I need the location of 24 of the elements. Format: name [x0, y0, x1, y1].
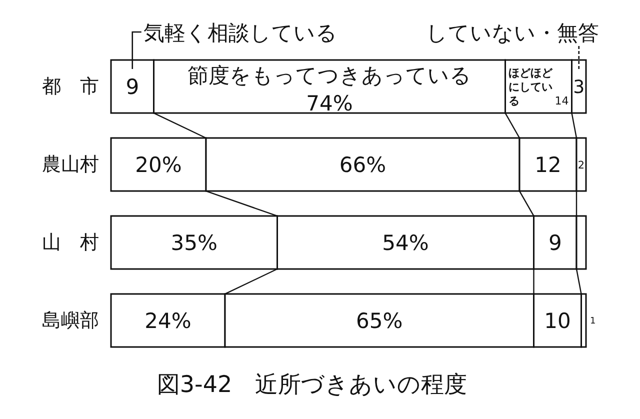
data-label: 3 — [573, 77, 585, 98]
data-label: 9 — [548, 231, 562, 256]
data-label: 66% — [339, 153, 386, 178]
series-label: 節度をもってつきあっている — [188, 64, 472, 88]
series-label: していない・無答 — [426, 21, 599, 45]
data-label: 54% — [382, 231, 429, 256]
data-label: 20% — [135, 153, 182, 178]
series-label: 気軽く相談している — [143, 21, 338, 45]
text: 図3-42 近所づきあいの程度 — [156, 372, 468, 398]
y-tick-label: 島嶼部 — [42, 310, 99, 332]
data-label: 35% — [170, 231, 218, 256]
y-tick-label: 都 市 — [42, 76, 99, 98]
data-label: 24% — [144, 309, 192, 334]
data-label: 2 — [578, 159, 585, 172]
data-label: 14 — [554, 94, 569, 108]
y-tick-label: 農山村 — [42, 154, 99, 176]
y-tick-label: 山 村 — [42, 232, 99, 254]
data-label: 12 — [534, 153, 562, 178]
data-label: 10 — [544, 309, 571, 334]
data-label: 1 — [590, 316, 596, 327]
data-label: 65% — [356, 309, 403, 334]
data-label: 9 — [126, 75, 140, 100]
series-label: ほどほどにしている — [508, 66, 554, 108]
data-label: 74% — [306, 92, 353, 116]
